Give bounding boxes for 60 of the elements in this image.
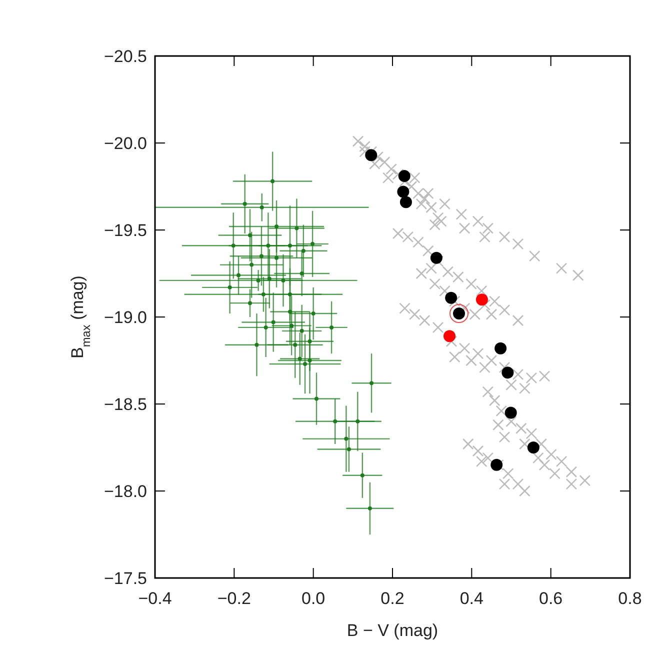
x-tick-label: 0.0: [302, 589, 326, 608]
point: [303, 362, 308, 366]
point: [267, 276, 272, 281]
y-tick-label: −18.0: [104, 482, 147, 501]
point: [330, 325, 334, 330]
point: [270, 179, 275, 184]
point: [248, 301, 252, 306]
x-tick-label: 0.8: [618, 589, 642, 608]
x-tick-label: 0.6: [539, 589, 563, 608]
point: [476, 294, 488, 306]
point: [356, 419, 360, 424]
point: [259, 254, 264, 258]
point: [281, 278, 286, 282]
y-tick-label: −20.5: [104, 46, 147, 66]
point: [504, 406, 517, 419]
point: [260, 205, 264, 210]
point: [242, 202, 247, 206]
point: [254, 342, 259, 347]
x-tick-label: 0.4: [460, 589, 484, 608]
y-tick-label: −17.5: [104, 568, 147, 588]
point: [445, 292, 458, 304]
point: [365, 149, 378, 162]
x-axis-title: B − V (mag): [346, 621, 438, 640]
point: [274, 256, 279, 260]
point: [397, 186, 410, 198]
point: [370, 381, 374, 386]
point: [494, 342, 507, 354]
x-tick-label: −0.2: [217, 589, 251, 608]
point: [527, 442, 540, 454]
y-tick-label: −18.5: [104, 394, 147, 414]
point: [308, 358, 312, 362]
point: [301, 248, 306, 253]
y-tick-label: −19.5: [104, 220, 147, 240]
point: [300, 328, 304, 333]
point: [294, 226, 299, 230]
point: [400, 196, 412, 208]
point: [266, 244, 270, 248]
point: [293, 342, 298, 347]
y-tick-label: −20.0: [104, 134, 147, 153]
point: [300, 272, 304, 276]
point: [248, 233, 252, 238]
point: [444, 330, 456, 342]
point: [250, 262, 254, 267]
point: [236, 273, 241, 278]
point: [360, 473, 364, 478]
point: [311, 312, 316, 316]
point: [264, 325, 268, 330]
point: [228, 285, 232, 290]
point: [314, 396, 318, 401]
y-tick-label: −19.0: [104, 308, 147, 327]
point: [430, 252, 442, 264]
point: [290, 324, 294, 328]
point: [271, 320, 276, 324]
x-tick-label: −0.4: [138, 589, 172, 608]
point: [502, 366, 514, 379]
point: [346, 447, 351, 452]
point: [368, 506, 372, 510]
point: [344, 436, 348, 441]
point: [398, 170, 410, 182]
x-tick-label: 0.2: [380, 589, 404, 608]
